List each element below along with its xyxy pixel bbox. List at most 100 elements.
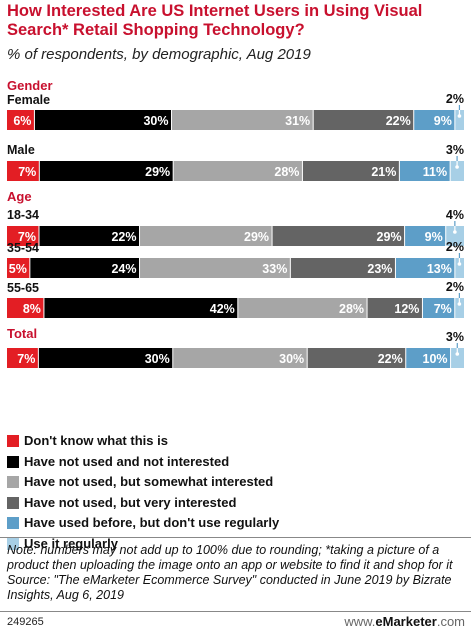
footer-bottom-divider [0,611,471,612]
bar-segment [422,298,455,318]
bar-segment [39,161,174,181]
bar-segment [7,298,44,318]
bar-segment [405,348,451,368]
data-label: 29% [244,230,269,244]
data-label: 29% [377,230,402,244]
brand-logo: www.eMarketer.com [344,614,465,629]
row-label: 18-34 [7,208,39,222]
bar-segment [307,348,406,368]
row-label: 35-54 [7,241,39,255]
leader-dot [455,165,459,169]
data-label: 31% [285,114,310,128]
group-label: Age [7,189,32,204]
bar-segment [272,226,405,246]
row-label: Female [7,93,50,107]
data-label: 29% [145,165,170,179]
bar-segment [290,258,396,278]
bar-segment [395,258,455,278]
data-label: 7% [18,230,36,244]
brand-prefix: www. [344,614,376,629]
bar-segment [237,298,368,318]
leader-dot [457,262,462,266]
data-label: 12% [394,302,419,316]
bar-segment [171,110,314,130]
legend-swatch [7,496,19,509]
legend-swatch [7,537,19,550]
bar-segment [29,258,140,278]
bar-segment [450,161,464,181]
brand-name: eMarketer [375,614,437,629]
data-label: 10% [423,352,448,366]
bar-segment [38,348,173,368]
bar-segment [7,226,39,246]
data-label: 13% [427,262,452,276]
data-label: 9% [425,230,443,244]
bar-segment [445,226,464,246]
bar-segment [172,348,308,368]
data-label: 30% [279,352,304,366]
data-label: 22% [111,230,136,244]
bar-segment [454,110,464,130]
chart-subtitle: % of respondents, by demographic, Aug 20… [7,46,311,63]
data-label: 8% [23,302,41,316]
leader-dot [453,230,457,234]
data-label: 22% [378,352,403,366]
bar-segment [404,226,446,246]
data-label: 42% [210,302,235,316]
data-label: 21% [371,165,396,179]
bar-segment [7,161,40,181]
bar-segment [38,226,140,246]
bar-segment [302,161,400,181]
leader-dot [457,114,462,118]
data-label: 7% [17,352,35,366]
bar-segment [454,298,464,318]
data-label: 3% [446,330,464,344]
footnote: Note: numbers may not add up to 100% due… [7,543,467,603]
data-label: 30% [143,114,168,128]
leader-dot [457,302,462,306]
data-label: 2% [446,240,464,254]
legend-swatch [7,476,19,488]
bar-segment [313,110,414,130]
legend-swatch [7,435,19,447]
data-label: 23% [367,262,392,276]
row-label: 55-65 [7,281,39,295]
data-label: 4% [446,208,464,222]
legend-label: Have used before, but don't use regularl… [24,515,280,530]
data-label: 5% [9,262,27,276]
bar-segment [173,161,303,181]
data-label: 3% [446,143,464,157]
bar-segment [454,258,464,278]
bar-segment [399,161,451,181]
chart-title: How Interested Are US Internet Users in … [7,2,423,39]
data-label: 22% [386,114,411,128]
data-label: 9% [434,114,452,128]
data-label: 7% [434,302,452,316]
brand-suffix: .com [436,614,465,629]
data-label: 11% [423,165,447,179]
bar-segment [413,110,455,130]
data-label: 33% [262,262,287,276]
legend-label: Have not used and not interested [24,453,230,469]
group-label: Total [7,326,37,341]
bar-segment [7,110,35,130]
bar-segment [139,226,273,246]
legend-label: Don't know what this is [24,433,168,448]
bar-segment [367,298,423,318]
legend-swatch [7,517,19,529]
data-label: 2% [446,92,464,106]
leader-dot [455,352,460,356]
legend-label: Have not used, but somewhat interested [24,474,274,489]
legend-swatch [7,455,19,468]
data-label: 7% [18,165,36,179]
bar-segment [139,258,291,278]
bar-segment [7,348,39,368]
row-label: Male [7,143,35,157]
note-text: Note: numbers may not add up to 100% due… [7,543,453,572]
data-label: 24% [111,262,136,276]
bar-segment [34,110,172,130]
footer-divider [0,537,471,538]
bar-segment [43,298,238,318]
data-label: 28% [339,302,364,316]
